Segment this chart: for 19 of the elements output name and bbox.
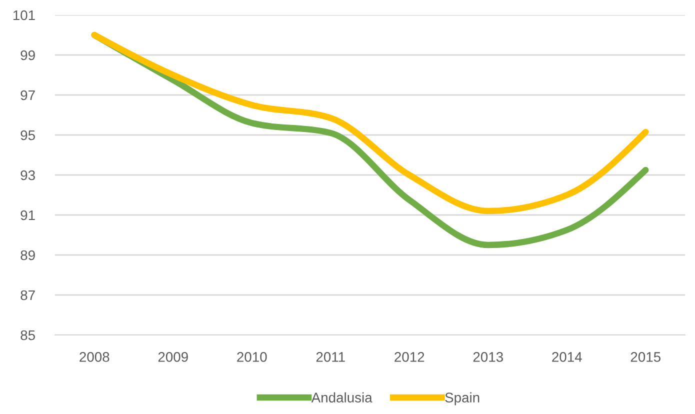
legend-label: Spain — [445, 392, 480, 406]
y-tick-label: 97 — [20, 90, 35, 100]
y-tick-label: 95 — [20, 130, 35, 140]
y-tick-label: 101 — [13, 10, 35, 20]
y-tick-label: 85 — [20, 330, 35, 340]
y-tick-label: 87 — [20, 290, 35, 300]
x-tick-label: 2012 — [394, 352, 424, 362]
y-tick-label: 93 — [20, 170, 35, 180]
y-tick-label: 99 — [20, 50, 35, 60]
x-tick-label: 2008 — [80, 352, 110, 362]
x-tick-label: 2010 — [237, 352, 267, 362]
x-tick-label: 2011 — [316, 352, 345, 362]
y-tick-label: 89 — [20, 250, 35, 260]
x-tick-label: 2013 — [473, 352, 503, 362]
x-tick-label: 2015 — [630, 352, 660, 362]
x-tick-label: 2014 — [552, 352, 582, 362]
x-tick-label: 2009 — [158, 352, 188, 362]
legend-label: Andalusia — [311, 392, 372, 402]
y-tick-label: 91 — [20, 210, 35, 220]
